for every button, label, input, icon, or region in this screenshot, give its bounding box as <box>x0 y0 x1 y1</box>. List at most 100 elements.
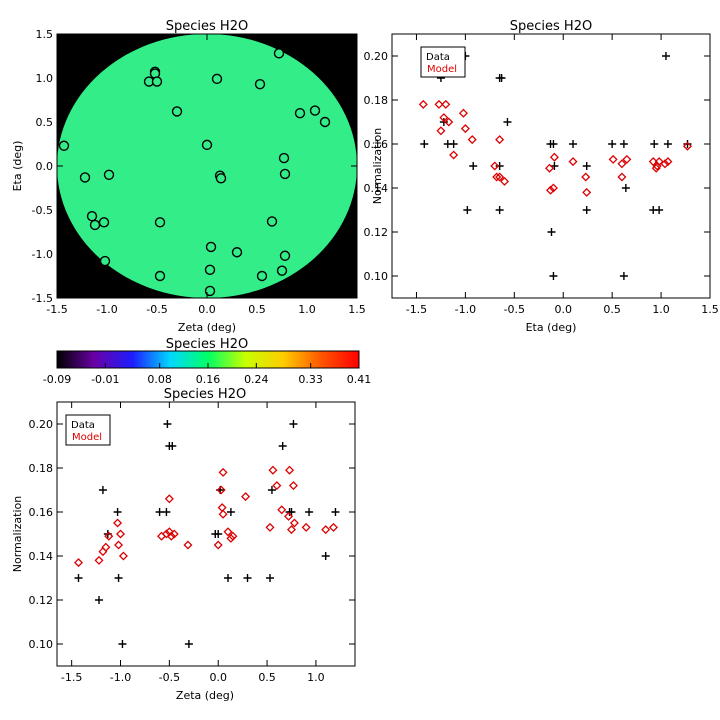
sky-map-source-marker <box>215 173 227 184</box>
sky-map-source-marker <box>319 116 331 128</box>
zeta-scatter-model-point <box>265 522 275 532</box>
eta-scatter-points <box>418 52 693 280</box>
eta-scatter-data-point <box>549 140 558 148</box>
zeta-scatter-ytick-label: 0.10 <box>29 638 54 651</box>
sky-map-source-marker <box>231 247 243 258</box>
sky-map-source-marker <box>309 105 321 116</box>
zeta-scatter-data-point <box>289 420 298 428</box>
eta-scatter-data-point <box>621 184 630 192</box>
sky-map-xtick-label: -1.0 <box>96 303 117 316</box>
sky-map-ylabel: Eta (deg) <box>11 141 24 192</box>
zeta-scatter-data-point <box>184 640 193 648</box>
eta-scatter-xtick-label: 0.5 <box>603 303 621 316</box>
sky-map-source-marker <box>99 255 111 267</box>
sky-map-y-axis: -1.5 -1.0 -0.5 0.0 0.5 1.0 1.5 <box>32 28 357 305</box>
eta-scatter-data-point <box>449 140 458 148</box>
eta-scatter-data-point <box>420 140 429 148</box>
zeta-scatter-model-point <box>268 465 278 475</box>
sky-map-source-marker <box>151 76 163 87</box>
eta-scatter-model-point <box>434 99 444 109</box>
zeta-scatter-data-point <box>278 442 287 450</box>
zeta-scatter-data-point <box>243 574 252 582</box>
zeta-scatter-model-point <box>98 547 108 557</box>
eta-scatter-model-point <box>582 187 592 197</box>
sky-map-source-marker <box>58 140 70 151</box>
eta-scatter-model-point <box>495 135 505 145</box>
zeta-scatter-data-point <box>162 508 171 516</box>
sky-map-source-marker <box>201 139 213 151</box>
sky-map-xtick-label: 0.5 <box>248 303 266 316</box>
eta-scatter-model-point <box>648 157 658 167</box>
zeta-scatter-panel: Species H2O -1.5 -1.0 -0.5 0.0 0.5 1.0 0.10 0.1… <box>11 387 356 702</box>
eta-scatter-xtick-label: -1.0 <box>455 303 476 316</box>
sky-map-source-marker <box>204 285 216 297</box>
sky-map-source-marker <box>98 217 110 228</box>
colorbar-tick-label: 0.08 <box>147 373 172 386</box>
eta-scatter-model-point <box>617 159 627 169</box>
zeta-scatter-data-point <box>163 420 172 428</box>
eta-scatter-data-point <box>469 162 478 170</box>
zeta-scatter-model-point <box>114 540 124 550</box>
zeta-legend-data: Data <box>71 420 95 431</box>
sky-map-xlabel: Zeta (deg) <box>178 321 236 334</box>
zeta-scatter-model-point <box>328 522 339 532</box>
eta-scatter-model-point <box>441 99 451 109</box>
eta-scatter-model-point <box>617 172 627 182</box>
sky-map-source-marker <box>294 107 306 119</box>
zeta-scatter-model-point <box>228 531 238 541</box>
zeta-scatter-model-point <box>226 533 236 543</box>
zeta-scatter-model-point <box>272 481 282 491</box>
eta-scatter-data-point <box>495 206 504 214</box>
zeta-scatter-xtick-label: 1.0 <box>307 671 325 684</box>
eta-scatter-model-point <box>549 152 559 162</box>
eta-scatter-model-point <box>660 159 670 169</box>
zeta-scatter-model-point <box>169 529 179 539</box>
eta-scatter-data-point <box>663 140 672 148</box>
eta-scatter-model-point <box>654 157 664 167</box>
zeta-scatter-data-point <box>265 574 274 582</box>
sky-map-source-marker <box>154 270 166 282</box>
zeta-scatter-data-point <box>114 574 123 582</box>
eta-scatter-ytick-label: 0.14 <box>364 182 389 195</box>
colorbar-tick-label: 0.24 <box>244 373 269 386</box>
eta-scatter-model-point <box>663 157 673 167</box>
eta-scatter-model-point <box>460 124 470 134</box>
eta-scatter-data-point <box>497 74 506 82</box>
eta-scatter-model-point <box>682 141 693 151</box>
zeta-scatter-data-point <box>168 442 177 450</box>
zeta-scatter-model-point <box>289 518 299 528</box>
eta-scatter-model-point <box>568 157 578 167</box>
zeta-scatter-model-point <box>213 540 223 550</box>
zeta-scatter-data-point <box>305 508 314 516</box>
zeta-scatter-data-point <box>95 596 104 604</box>
zeta-scatter-model-point <box>183 540 193 550</box>
eta-scatter-model-point <box>492 172 502 182</box>
eta-legend-box <box>420 46 466 78</box>
eta-scatter-model-point <box>622 154 632 164</box>
eta-legend-data: Data <box>426 52 450 63</box>
sky-map-source-marker <box>276 265 288 276</box>
eta-scatter-model-point <box>545 185 556 195</box>
eta-scatter-xtick-label: 1.0 <box>652 303 670 316</box>
sky-map-source-marker <box>154 217 166 228</box>
eta-legend-model: Model <box>427 64 457 75</box>
sky-map-source-marker <box>278 152 290 164</box>
zeta-scatter-model-point <box>216 485 226 495</box>
zeta-scatter-model-point <box>241 492 251 502</box>
colorbar-tick-label: -0.01 <box>91 373 119 386</box>
sky-map-xtick-label: 1.0 <box>298 303 316 316</box>
sky-map-ytick-label: 1.5 <box>36 28 54 41</box>
zeta-scatter-data-point <box>287 508 296 516</box>
sky-map-source-marker <box>89 219 101 231</box>
eta-scatter-legend: Data Model <box>420 46 466 78</box>
sky-map-ytick-label: -1.5 <box>32 292 53 305</box>
eta-scatter-model-point <box>449 150 459 160</box>
zeta-scatter-data-point <box>155 508 164 516</box>
sky-map-source-marker <box>211 73 223 85</box>
zeta-scatter-model-point <box>218 509 228 519</box>
zeta-scatter-model-point <box>286 525 297 535</box>
colorbar-axis: -0.09 -0.01 0.08 0.16 0.24 0.33 0.41 <box>43 363 371 386</box>
zeta-scatter-model-point <box>285 465 295 475</box>
sky-map-ytick-label: 1.0 <box>36 72 54 85</box>
eta-scatter-data-point <box>582 206 591 214</box>
